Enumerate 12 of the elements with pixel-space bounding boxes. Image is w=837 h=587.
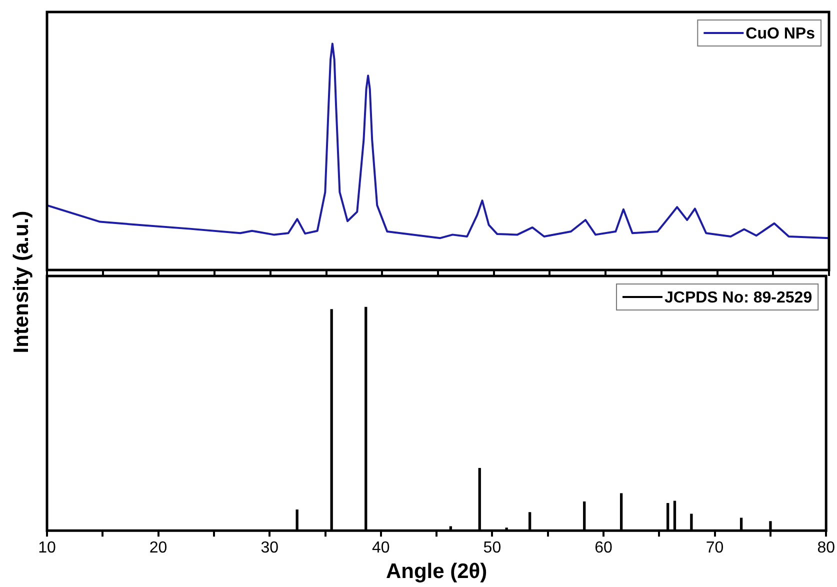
x-tick-label: 70 <box>706 540 724 557</box>
x-tick-label: 60 <box>594 540 612 557</box>
x-tick-label: 40 <box>372 540 390 557</box>
x-tick-label: 30 <box>260 540 279 557</box>
x-tick-label: 80 <box>817 540 836 557</box>
x-axis-title: Angle (2θ) <box>386 560 488 584</box>
y-axis-title: Intensity (a.u.) <box>10 210 34 356</box>
legend-label: JCPDS No: 89-2529 <box>664 289 812 306</box>
legend-label: CuO NPs <box>746 25 816 42</box>
x-tick-label: 10 <box>38 540 56 557</box>
x-tick-label: 20 <box>149 540 168 557</box>
x-tick-label: 50 <box>483 540 502 557</box>
